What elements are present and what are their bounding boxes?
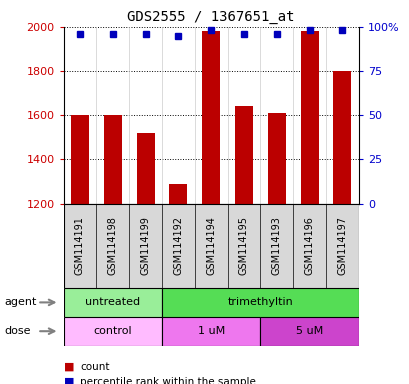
Bar <box>300 31 318 204</box>
Text: ■: ■ <box>63 362 74 372</box>
Text: control: control <box>93 326 132 336</box>
Text: GSM114194: GSM114194 <box>206 216 216 275</box>
Text: GSM114196: GSM114196 <box>304 216 314 275</box>
Text: percentile rank within the sample: percentile rank within the sample <box>80 377 255 384</box>
Text: dose: dose <box>4 326 31 336</box>
Bar <box>333 71 351 204</box>
Text: GSM114193: GSM114193 <box>271 216 281 275</box>
Text: trimethyltin: trimethyltin <box>227 297 292 308</box>
Text: GSM114197: GSM114197 <box>337 216 346 275</box>
Text: 1 uM: 1 uM <box>197 326 224 336</box>
Bar <box>136 133 154 204</box>
Text: count: count <box>80 362 109 372</box>
Text: GSM114192: GSM114192 <box>173 216 183 275</box>
Bar <box>103 115 121 204</box>
Bar <box>234 106 252 204</box>
Bar <box>63 288 162 317</box>
Bar <box>267 113 285 204</box>
Bar <box>63 317 162 346</box>
Bar <box>162 288 358 317</box>
Text: ■: ■ <box>63 377 74 384</box>
Text: 5 uM: 5 uM <box>295 326 322 336</box>
Bar <box>202 31 220 204</box>
Text: GSM114198: GSM114198 <box>108 216 117 275</box>
Bar <box>71 115 89 204</box>
Bar <box>260 317 358 346</box>
Text: untreated: untreated <box>85 297 140 308</box>
Bar <box>162 317 260 346</box>
Text: GSM114195: GSM114195 <box>238 216 248 275</box>
Text: GSM114191: GSM114191 <box>75 216 85 275</box>
Text: agent: agent <box>4 297 36 308</box>
Text: GSM114199: GSM114199 <box>140 216 150 275</box>
Bar <box>169 184 187 204</box>
Title: GDS2555 / 1367651_at: GDS2555 / 1367651_at <box>127 10 294 25</box>
